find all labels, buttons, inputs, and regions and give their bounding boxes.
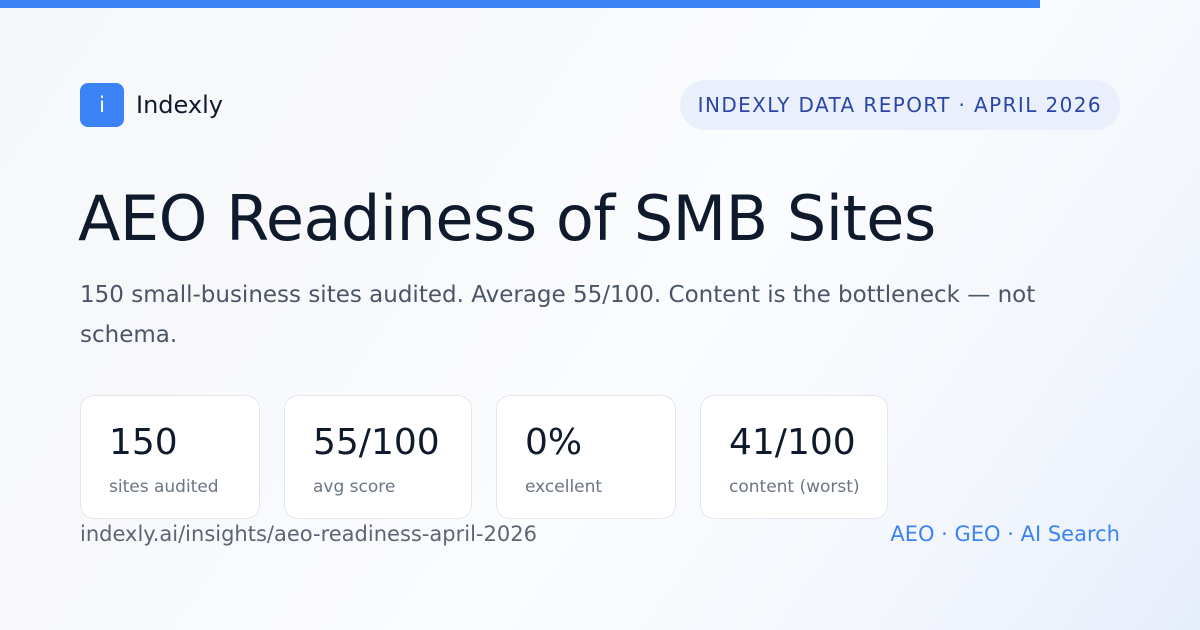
stat-label: avg score: [313, 477, 396, 497]
top-accent-bar: [0, 0, 1040, 8]
page-subtitle: 150 small-business sites audited. Averag…: [80, 282, 1036, 348]
stat-card-avg-score: 55/100 avg score: [284, 395, 472, 519]
stat-value: 41/100: [729, 422, 856, 463]
stat-value: 0%: [525, 422, 583, 463]
page-title: AEO Readiness of SMB Sites: [78, 182, 936, 255]
stat-card-sites-audited: 150 sites audited: [80, 395, 260, 519]
stat-value: 150: [109, 422, 178, 463]
footer-tags: AEO · GEO · AI Search: [890, 522, 1120, 546]
brand-logo-icon: i: [80, 83, 124, 127]
stat-label: content (worst): [729, 477, 860, 497]
stat-card-content-worst: 41/100 content (worst): [700, 395, 888, 519]
stat-card-excellent: 0% excellent: [496, 395, 676, 519]
stat-label: excellent: [525, 477, 603, 497]
stat-label: sites audited: [109, 477, 219, 497]
report-badge: INDEXLY DATA REPORT · APRIL 2026: [679, 80, 1120, 130]
stat-value: 55/100: [313, 422, 440, 463]
brand[interactable]: i Indexly: [80, 83, 223, 127]
footer-url-link[interactable]: indexly.ai/insights/aeo-readiness-april-…: [80, 522, 537, 546]
brand-name: Indexly: [136, 91, 223, 119]
